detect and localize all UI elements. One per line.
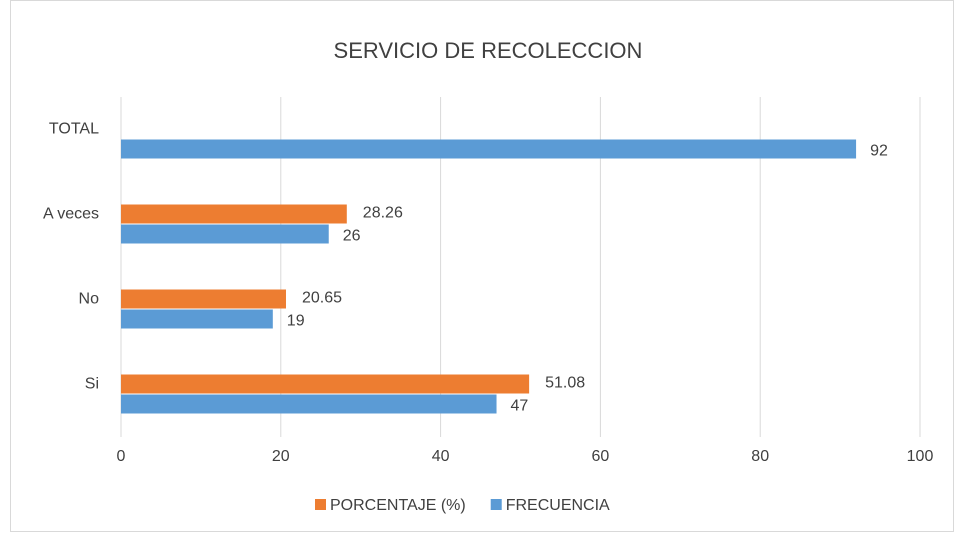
x-tick-label: 100 <box>907 448 934 465</box>
bar <box>121 394 497 414</box>
chart-title: SERVICIO DE RECOLECCION <box>334 38 643 63</box>
data-label: 20.65 <box>302 290 342 307</box>
legend-label: PORCENTAJE (%) <box>330 497 466 514</box>
bar <box>121 224 329 244</box>
x-tick-label: 20 <box>272 448 290 465</box>
x-tick-label: 40 <box>432 448 450 465</box>
data-label: 28.26 <box>363 205 403 222</box>
y-tick-label: TOTAL <box>49 121 99 138</box>
data-label: 92 <box>870 143 888 160</box>
chart-frame <box>10 0 954 532</box>
x-tick-label: 80 <box>751 448 769 465</box>
legend-label: FRECUENCIA <box>506 497 610 514</box>
bar <box>121 139 857 159</box>
y-tick-label: No <box>79 291 100 308</box>
legend-swatch <box>315 499 326 510</box>
bar <box>121 289 286 309</box>
x-tick-label: 60 <box>592 448 610 465</box>
data-label: 19 <box>287 313 305 330</box>
data-label: 26 <box>343 228 361 245</box>
data-label: 51.08 <box>545 375 585 392</box>
y-tick-label: A veces <box>43 206 99 223</box>
bar <box>121 309 273 329</box>
data-label: 47 <box>511 398 529 415</box>
bar <box>121 204 347 224</box>
x-tick-label: 0 <box>117 448 126 465</box>
y-tick-label: Si <box>85 376 99 393</box>
bar <box>121 374 530 394</box>
legend-swatch <box>490 499 502 510</box>
